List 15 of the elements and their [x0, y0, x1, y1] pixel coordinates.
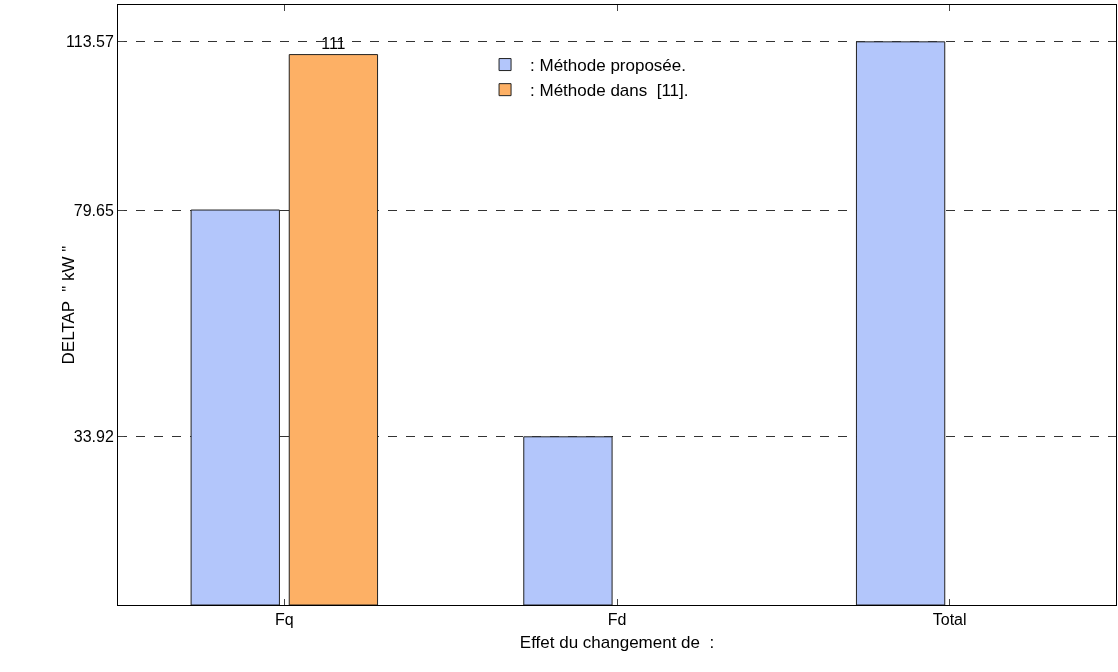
y-tick-label: 33.92: [73, 428, 114, 446]
x-tick-label: Total: [932, 611, 967, 629]
y-tick-label: 113.57: [66, 33, 114, 51]
bar: [855, 41, 946, 605]
y-axis-title: DELTAP " kW ": [59, 245, 78, 365]
y-tick-label: 79.65: [73, 201, 114, 219]
bar: [288, 54, 379, 605]
x-axis-title: Effet du changement de :: [519, 632, 715, 652]
x-tick-label: Fq: [274, 611, 294, 629]
bar: [523, 436, 613, 605]
legend-label: : Méthode proposée.: [530, 56, 687, 76]
x-tick-label: Fd: [607, 611, 627, 629]
bar: [190, 209, 280, 605]
legend-label: : Méthode dans [11].: [530, 81, 689, 101]
data-label: 111: [321, 34, 346, 52]
